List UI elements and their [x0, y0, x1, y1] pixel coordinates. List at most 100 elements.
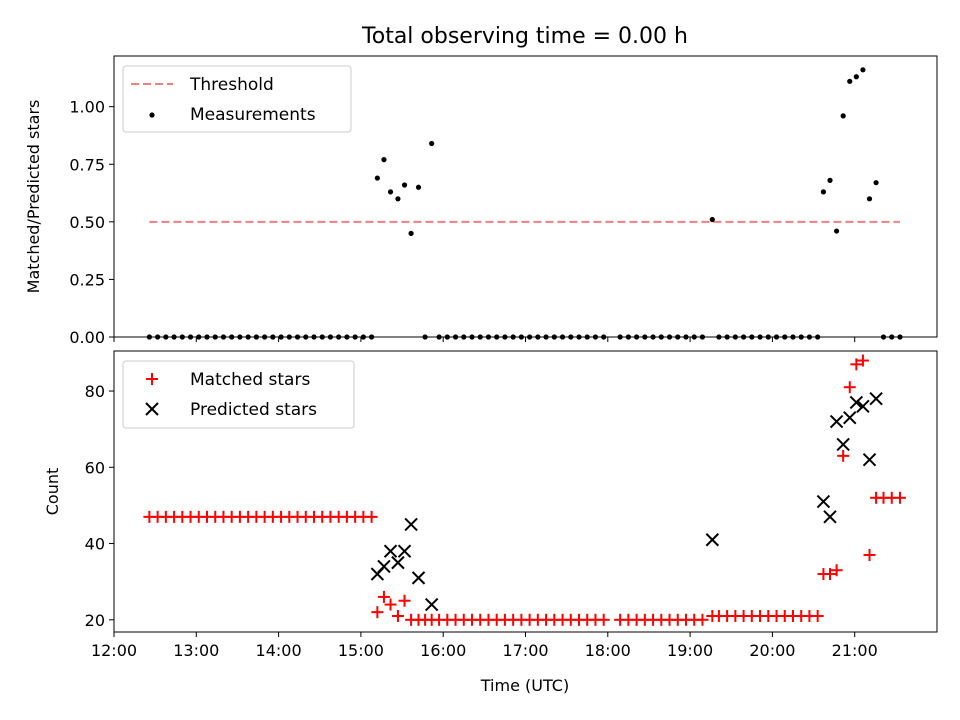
measurement-point — [381, 157, 387, 163]
measurement-point — [798, 334, 804, 340]
measurement-point — [395, 196, 401, 202]
matched-stars-point — [824, 568, 837, 581]
measurement-point — [527, 334, 533, 340]
bottom-x-tick-label: 18:00 — [585, 641, 631, 660]
matched-stars-point — [830, 564, 843, 577]
measurement-point — [220, 334, 227, 340]
measurement-point — [278, 334, 284, 340]
measurement-point — [897, 334, 903, 340]
measurement-point — [847, 78, 853, 84]
bottom-x-tick-label: 13:00 — [173, 641, 219, 660]
measurement-point — [179, 334, 185, 340]
top-chart-legend: Threshold Measurements — [122, 65, 352, 133]
bottom-y-tick-label: 60 — [85, 458, 105, 477]
measurement-point — [617, 334, 623, 340]
measurement-point — [237, 334, 243, 340]
measurement-point — [155, 334, 161, 340]
measurement-point — [303, 334, 309, 340]
measurement-point — [319, 334, 325, 340]
measurement-point — [691, 334, 697, 340]
measurement-point — [873, 180, 879, 186]
measurement-point — [510, 334, 516, 340]
bottom-x-tick-label: 21:00 — [832, 641, 878, 660]
measurement-point — [196, 334, 202, 340]
measurement-point — [551, 334, 557, 340]
predicted-stars-point — [856, 399, 870, 413]
measurement-point — [294, 334, 301, 340]
bottom-chart-legend: Matched stars Predicted stars — [122, 360, 355, 429]
measurement-point — [642, 334, 648, 340]
measurement-point — [485, 334, 492, 340]
measurement-point — [401, 182, 408, 188]
measurement-point — [625, 334, 631, 340]
measurements-legend-label: Measurements — [190, 105, 316, 125]
matched-stars-series — [143, 354, 906, 626]
measurement-point — [880, 334, 887, 340]
matched-stars-point — [371, 606, 384, 619]
measurement-point — [543, 334, 549, 340]
measurement-point — [860, 67, 866, 73]
matched-stars-legend-swatch — [146, 373, 158, 385]
matched-stars-point — [384, 598, 397, 611]
measurement-point — [204, 334, 210, 340]
measurement-point — [716, 334, 722, 340]
measurement-point — [592, 334, 599, 340]
bottom-chart-y-axis-label: Count — [43, 468, 62, 516]
matched-stars-point — [398, 594, 411, 607]
measurement-point — [253, 334, 259, 340]
measurement-point — [833, 228, 840, 234]
measurements-series — [146, 67, 903, 340]
measurement-point — [429, 140, 435, 147]
measurement-point — [889, 334, 895, 340]
predicted-stars-point — [843, 411, 857, 425]
measurement-point — [387, 189, 394, 195]
measurement-point — [576, 334, 582, 340]
measurement-point — [840, 113, 846, 119]
predicted-stars-point — [816, 494, 831, 509]
measurement-point — [782, 334, 788, 340]
matched-stars-point — [863, 548, 876, 561]
measurement-point — [229, 334, 235, 340]
measurement-point — [344, 334, 350, 340]
measurement-point — [187, 334, 194, 340]
top-chart-title: Total observing time = 0.00 h — [361, 24, 688, 49]
measurement-point — [262, 334, 268, 340]
predicted-stars-point — [377, 559, 391, 574]
bottom-x-tick-label: 17:00 — [502, 641, 548, 660]
matched-stars-point — [856, 354, 869, 367]
measurement-point — [212, 334, 218, 340]
measurement-point — [658, 334, 664, 340]
measurement-point — [699, 334, 706, 340]
bottom-x-tick-label: 15:00 — [338, 641, 384, 660]
measurement-point — [749, 334, 755, 340]
bottom-y-tick-label: 40 — [85, 535, 105, 554]
matched-stars-point — [893, 491, 906, 504]
matched-stars-point — [850, 358, 863, 371]
measurement-point — [815, 334, 821, 340]
bottom-x-tick-label: 12:00 — [91, 641, 137, 660]
bottom-x-tick-label: 20:00 — [749, 641, 795, 660]
bottom-x-tick-label: 16:00 — [420, 641, 466, 660]
measurement-point — [327, 334, 334, 340]
bottom-y-tick-label: 80 — [85, 382, 105, 401]
measurement-point — [732, 334, 738, 340]
measurement-point — [368, 334, 375, 340]
measurement-point — [634, 334, 640, 340]
matched-stars-point — [843, 381, 856, 394]
predicted-stars-point — [397, 544, 412, 558]
measurement-point — [559, 334, 566, 340]
measurement-point — [163, 334, 169, 340]
predicted-stars-point — [383, 544, 398, 558]
threshold-legend-label: Threshold — [189, 75, 274, 95]
predicted-stars-point — [404, 517, 418, 532]
measurement-point — [790, 334, 796, 340]
measurement-point — [866, 196, 873, 202]
bottom-chart-plot-area: 20 40 60 80 12:00 13:00 14:00 15:00 16:00 17:00 18… — [85, 350, 938, 660]
predicted-stars-point — [424, 597, 439, 612]
top-y-tick-label: 0.50 — [69, 213, 105, 232]
matched-stars-point — [597, 613, 610, 626]
matched-stars-point — [377, 590, 390, 603]
measurement-point — [820, 189, 827, 195]
measurement-point — [666, 334, 673, 340]
measurement-point — [806, 334, 813, 340]
